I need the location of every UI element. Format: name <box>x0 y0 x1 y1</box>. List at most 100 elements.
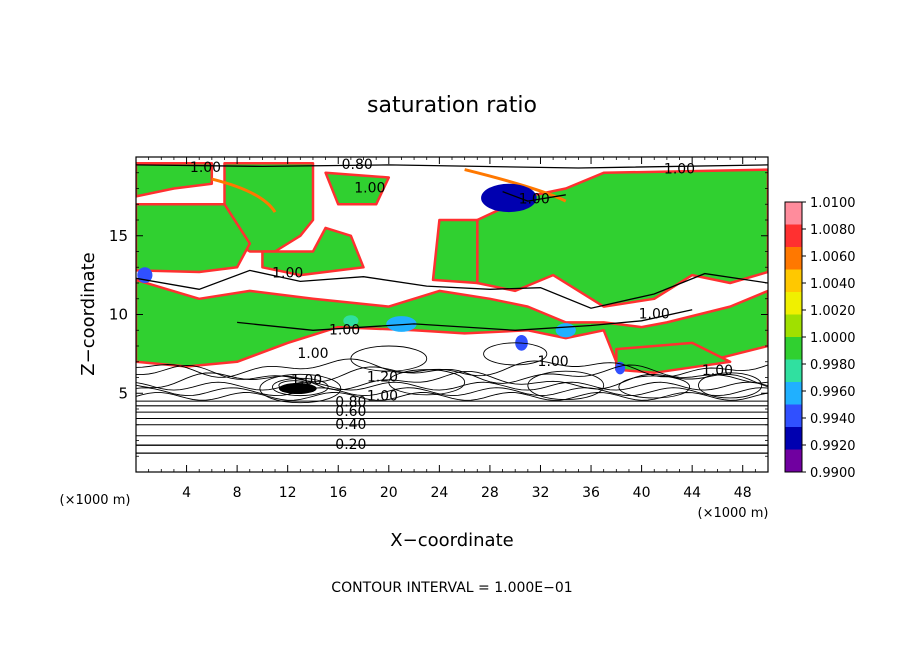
colorbar-label: 0.9940 <box>810 412 856 427</box>
colorbar-swatch <box>785 314 802 338</box>
contour-line <box>136 164 768 169</box>
colorbar-swatch <box>785 427 802 450</box>
cloud-region <box>261 226 365 277</box>
colorbar-label: 0.9920 <box>810 439 856 454</box>
colorbar-swatch <box>785 449 802 473</box>
contour-label: 1.00 <box>329 322 360 338</box>
contour-label: 1.00 <box>664 162 695 178</box>
x-tick-label: 8 <box>233 485 242 501</box>
contour-interval-note: CONTOUR INTERVAL = 1.000E−01 <box>331 580 572 596</box>
x-axis-label: X−coordinate <box>390 530 513 551</box>
contour-label: 1.00 <box>272 266 303 282</box>
x-tick-label: 44 <box>683 485 701 501</box>
subsaturated-patch <box>481 183 537 213</box>
y-tick-label: 15 <box>109 227 128 245</box>
contour-line <box>136 381 768 391</box>
y-tick-label: 10 <box>109 306 128 324</box>
colorbar-swatch <box>785 224 802 248</box>
colorbar-swatch <box>785 337 802 360</box>
y-axis-ticks: 5 10 15 <box>109 172 768 457</box>
contour-line <box>136 370 768 391</box>
colorbar-swatch <box>785 382 802 405</box>
contour-line <box>272 377 329 397</box>
cloud-edge <box>464 168 567 203</box>
x-tick-label: 28 <box>481 485 499 501</box>
cloud-region <box>136 162 214 198</box>
contour-label: 1.00 <box>702 363 733 379</box>
x-tick-label: 24 <box>430 485 448 501</box>
subsaturated-patch <box>386 316 417 332</box>
colorbar-swatch <box>785 269 802 293</box>
colorbar-label: 1.0080 <box>810 223 856 238</box>
colorbar-label: 0.9900 <box>810 466 856 481</box>
contour-label: 1.20 <box>367 370 398 386</box>
colorbar-label: 0.9980 <box>810 358 856 373</box>
chart-title: saturation ratio <box>367 93 537 118</box>
x-tick-label: 48 <box>734 485 752 501</box>
contour-line <box>483 342 548 366</box>
contour-label: 1.00 <box>367 388 398 404</box>
contour-label: 1.00 <box>538 354 569 370</box>
colorbar-label: 1.0000 <box>810 331 856 346</box>
colorbar-label: 0.9960 <box>810 385 856 400</box>
contour-line <box>136 358 768 378</box>
contour-label: 0.20 <box>335 437 366 453</box>
colorbar-label: 1.0060 <box>810 250 856 265</box>
contour-label: 0.60 <box>335 404 366 420</box>
x-tick-label: 40 <box>633 485 651 501</box>
contour-line <box>136 364 768 384</box>
contour-line <box>237 309 693 331</box>
subsaturated-patch <box>343 315 359 327</box>
x-axis-ticks: 4 8 12 16 20 24 28 32 36 40 44 48 <box>148 157 756 501</box>
x-unit-label: (×1000 m) <box>698 506 769 521</box>
x-tick-label: 12 <box>279 485 297 501</box>
contour-label: 1.00 <box>190 160 221 176</box>
contour-line <box>136 392 768 401</box>
contour-label: 0.40 <box>335 417 366 433</box>
colorbar-swatch <box>785 292 802 315</box>
contour-label: 1.00 <box>639 307 670 323</box>
contour-line <box>388 369 466 396</box>
cloud-region <box>324 171 391 206</box>
cloud-region <box>431 218 479 285</box>
x-tick-label: 36 <box>582 485 600 501</box>
x-tick-label: 32 <box>532 485 550 501</box>
contour-line <box>698 372 763 399</box>
x-tick-label: 20 <box>380 485 398 501</box>
contour-line <box>502 190 566 202</box>
x-tick-label: 4 <box>182 485 191 501</box>
colorbar-swatch <box>785 247 802 270</box>
z-unit-label: (×1000 m) <box>60 493 131 508</box>
contour-line <box>618 375 691 399</box>
contour-lines <box>136 164 768 454</box>
colorbar-swatch <box>785 359 802 383</box>
x-tick-label: 16 <box>329 485 347 501</box>
contour-line <box>136 269 768 309</box>
colorbar-swatch <box>785 404 802 428</box>
contour-label: 1.00 <box>519 192 550 208</box>
contour-labels: 1.00 0.801.001.001.001.001.001.001.00 1.00… <box>190 157 733 453</box>
contour-label: 1.00 <box>297 346 328 362</box>
contour-label: 0.80 <box>342 157 373 173</box>
contour-label: 0.80 <box>335 395 366 411</box>
saturation-field <box>136 162 768 375</box>
contour-label: 1.00 <box>291 373 322 389</box>
subsaturated-patch <box>615 361 626 375</box>
y-axis-label: Z−coordinate <box>78 252 99 375</box>
cloud-region <box>136 203 252 274</box>
contour-line <box>527 370 605 401</box>
plot-area: 1.00 0.801.001.001.001.001.001.001.00 1.00… <box>136 157 768 472</box>
contour-core <box>278 383 317 395</box>
cloud-edge <box>211 177 277 213</box>
y-tick-label: 5 <box>118 384 128 402</box>
colorbar-label: 1.0020 <box>810 304 856 319</box>
colorbar-label: 1.0040 <box>810 277 856 292</box>
contour-line <box>350 345 428 372</box>
colorbar-swatch <box>785 202 802 225</box>
subsaturated-patch <box>555 323 576 338</box>
colorbar-label: 1.0100 <box>810 196 856 211</box>
contour-line <box>259 373 342 404</box>
contour-line <box>136 387 768 397</box>
colorbar: 1.0100 1.0080 1.0060 1.0040 1.0020 1.0000 0.99… <box>784 196 856 481</box>
